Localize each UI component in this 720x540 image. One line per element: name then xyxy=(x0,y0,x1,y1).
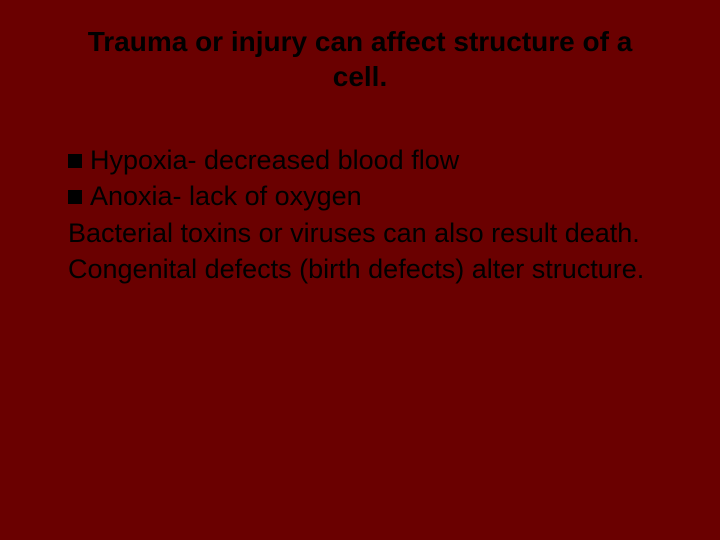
bullet-text: Hypoxia- decreased blood flow xyxy=(90,145,459,175)
square-bullet-icon xyxy=(68,190,82,204)
slide-title: Trauma or injury can affect structure of… xyxy=(60,24,660,94)
square-bullet-icon xyxy=(68,154,82,168)
slide-body: Hypoxia- decreased blood flow Anoxia- la… xyxy=(50,142,670,288)
bullet-item: Anoxia- lack of oxygen xyxy=(68,178,670,214)
slide: Trauma or injury can affect structure of… xyxy=(0,0,720,540)
bullet-text: Anoxia- lack of oxygen xyxy=(90,181,362,211)
body-paragraph: Bacterial toxins or viruses can also res… xyxy=(68,215,670,251)
bullet-item: Hypoxia- decreased blood flow xyxy=(68,142,670,178)
body-paragraph: Congenital defects (birth defects) alter… xyxy=(68,251,670,287)
